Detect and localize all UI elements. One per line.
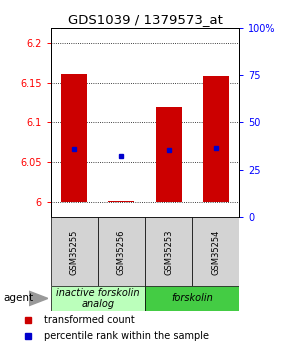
Bar [145,286,239,310]
Bar [145,217,192,286]
Text: percentile rank within the sample: percentile rank within the sample [44,331,209,341]
Text: GSM35254: GSM35254 [211,229,220,275]
Polygon shape [29,291,48,306]
Text: GSM35256: GSM35256 [117,229,126,275]
Bar [192,217,239,286]
Bar [203,76,229,201]
Text: forskolin: forskolin [171,294,213,303]
Text: GSM35255: GSM35255 [70,229,79,275]
Text: agent: agent [3,294,33,303]
Text: inactive forskolin
analog: inactive forskolin analog [56,288,139,309]
Text: transformed count: transformed count [44,315,135,325]
Text: GSM35253: GSM35253 [164,229,173,275]
Bar [156,107,182,201]
Bar [51,286,145,310]
Bar [51,217,98,286]
Bar [61,74,87,201]
Bar [98,217,145,286]
Title: GDS1039 / 1379573_at: GDS1039 / 1379573_at [68,13,222,27]
